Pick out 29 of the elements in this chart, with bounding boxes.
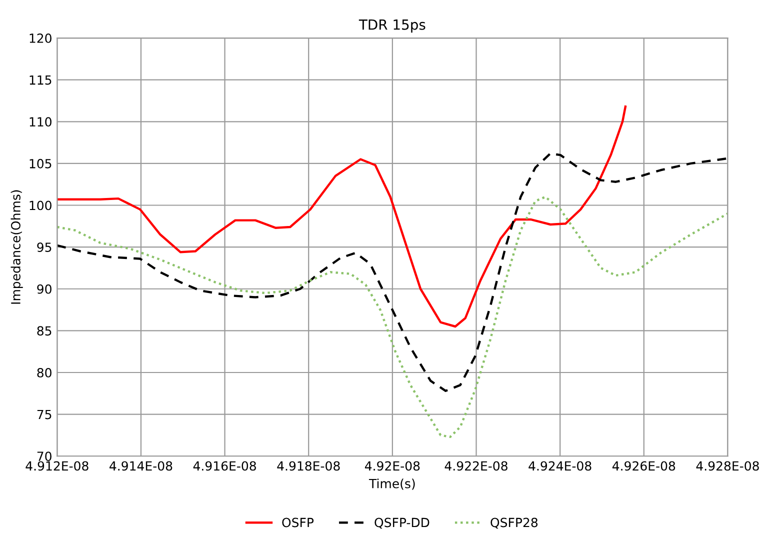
line-series — [57, 152, 728, 392]
y-tick-label: 120 — [30, 33, 52, 43]
x-tick-label: 4.916E-08 — [193, 461, 256, 471]
y-tick-label: 85 — [37, 326, 52, 336]
x-tick-label: 4.914E-08 — [110, 461, 172, 471]
legend-label: QSFP-DD — [374, 518, 430, 529]
y-tick-label: 115 — [30, 75, 52, 85]
x-tick-label: 4.926E-08 — [612, 461, 676, 471]
x-tick-label: 4.928E-08 — [696, 461, 759, 471]
line-series — [57, 196, 728, 438]
y-axis-title: Impedance(Ohms) — [10, 190, 23, 304]
y-tick-label: 110 — [30, 117, 52, 127]
y-tick-label: 100 — [30, 200, 52, 210]
x-tick-label: 4.924E-08 — [528, 461, 592, 471]
chart-title: TDR 15ps — [358, 20, 426, 33]
y-tick-label: 70 — [37, 452, 52, 462]
y-tick-label: 75 — [37, 410, 52, 420]
y-tick-label: 95 — [37, 242, 52, 252]
y-tick-label: 90 — [37, 284, 52, 294]
x-tick-label: 4.912E-08 — [26, 461, 88, 471]
x-tick-label: 4.918E-08 — [277, 461, 340, 471]
y-tick-label: 105 — [30, 158, 52, 168]
x-axis-title: Time(s) — [368, 478, 415, 490]
x-tick-label: 4.922E-08 — [444, 461, 508, 471]
legend-label: OSFP — [282, 518, 314, 528]
line-series — [57, 105, 627, 328]
legend-label: QSFP28 — [490, 518, 538, 529]
y-tick-label: 80 — [37, 368, 52, 378]
x-tick-label: 4.92E-08 — [364, 461, 420, 471]
